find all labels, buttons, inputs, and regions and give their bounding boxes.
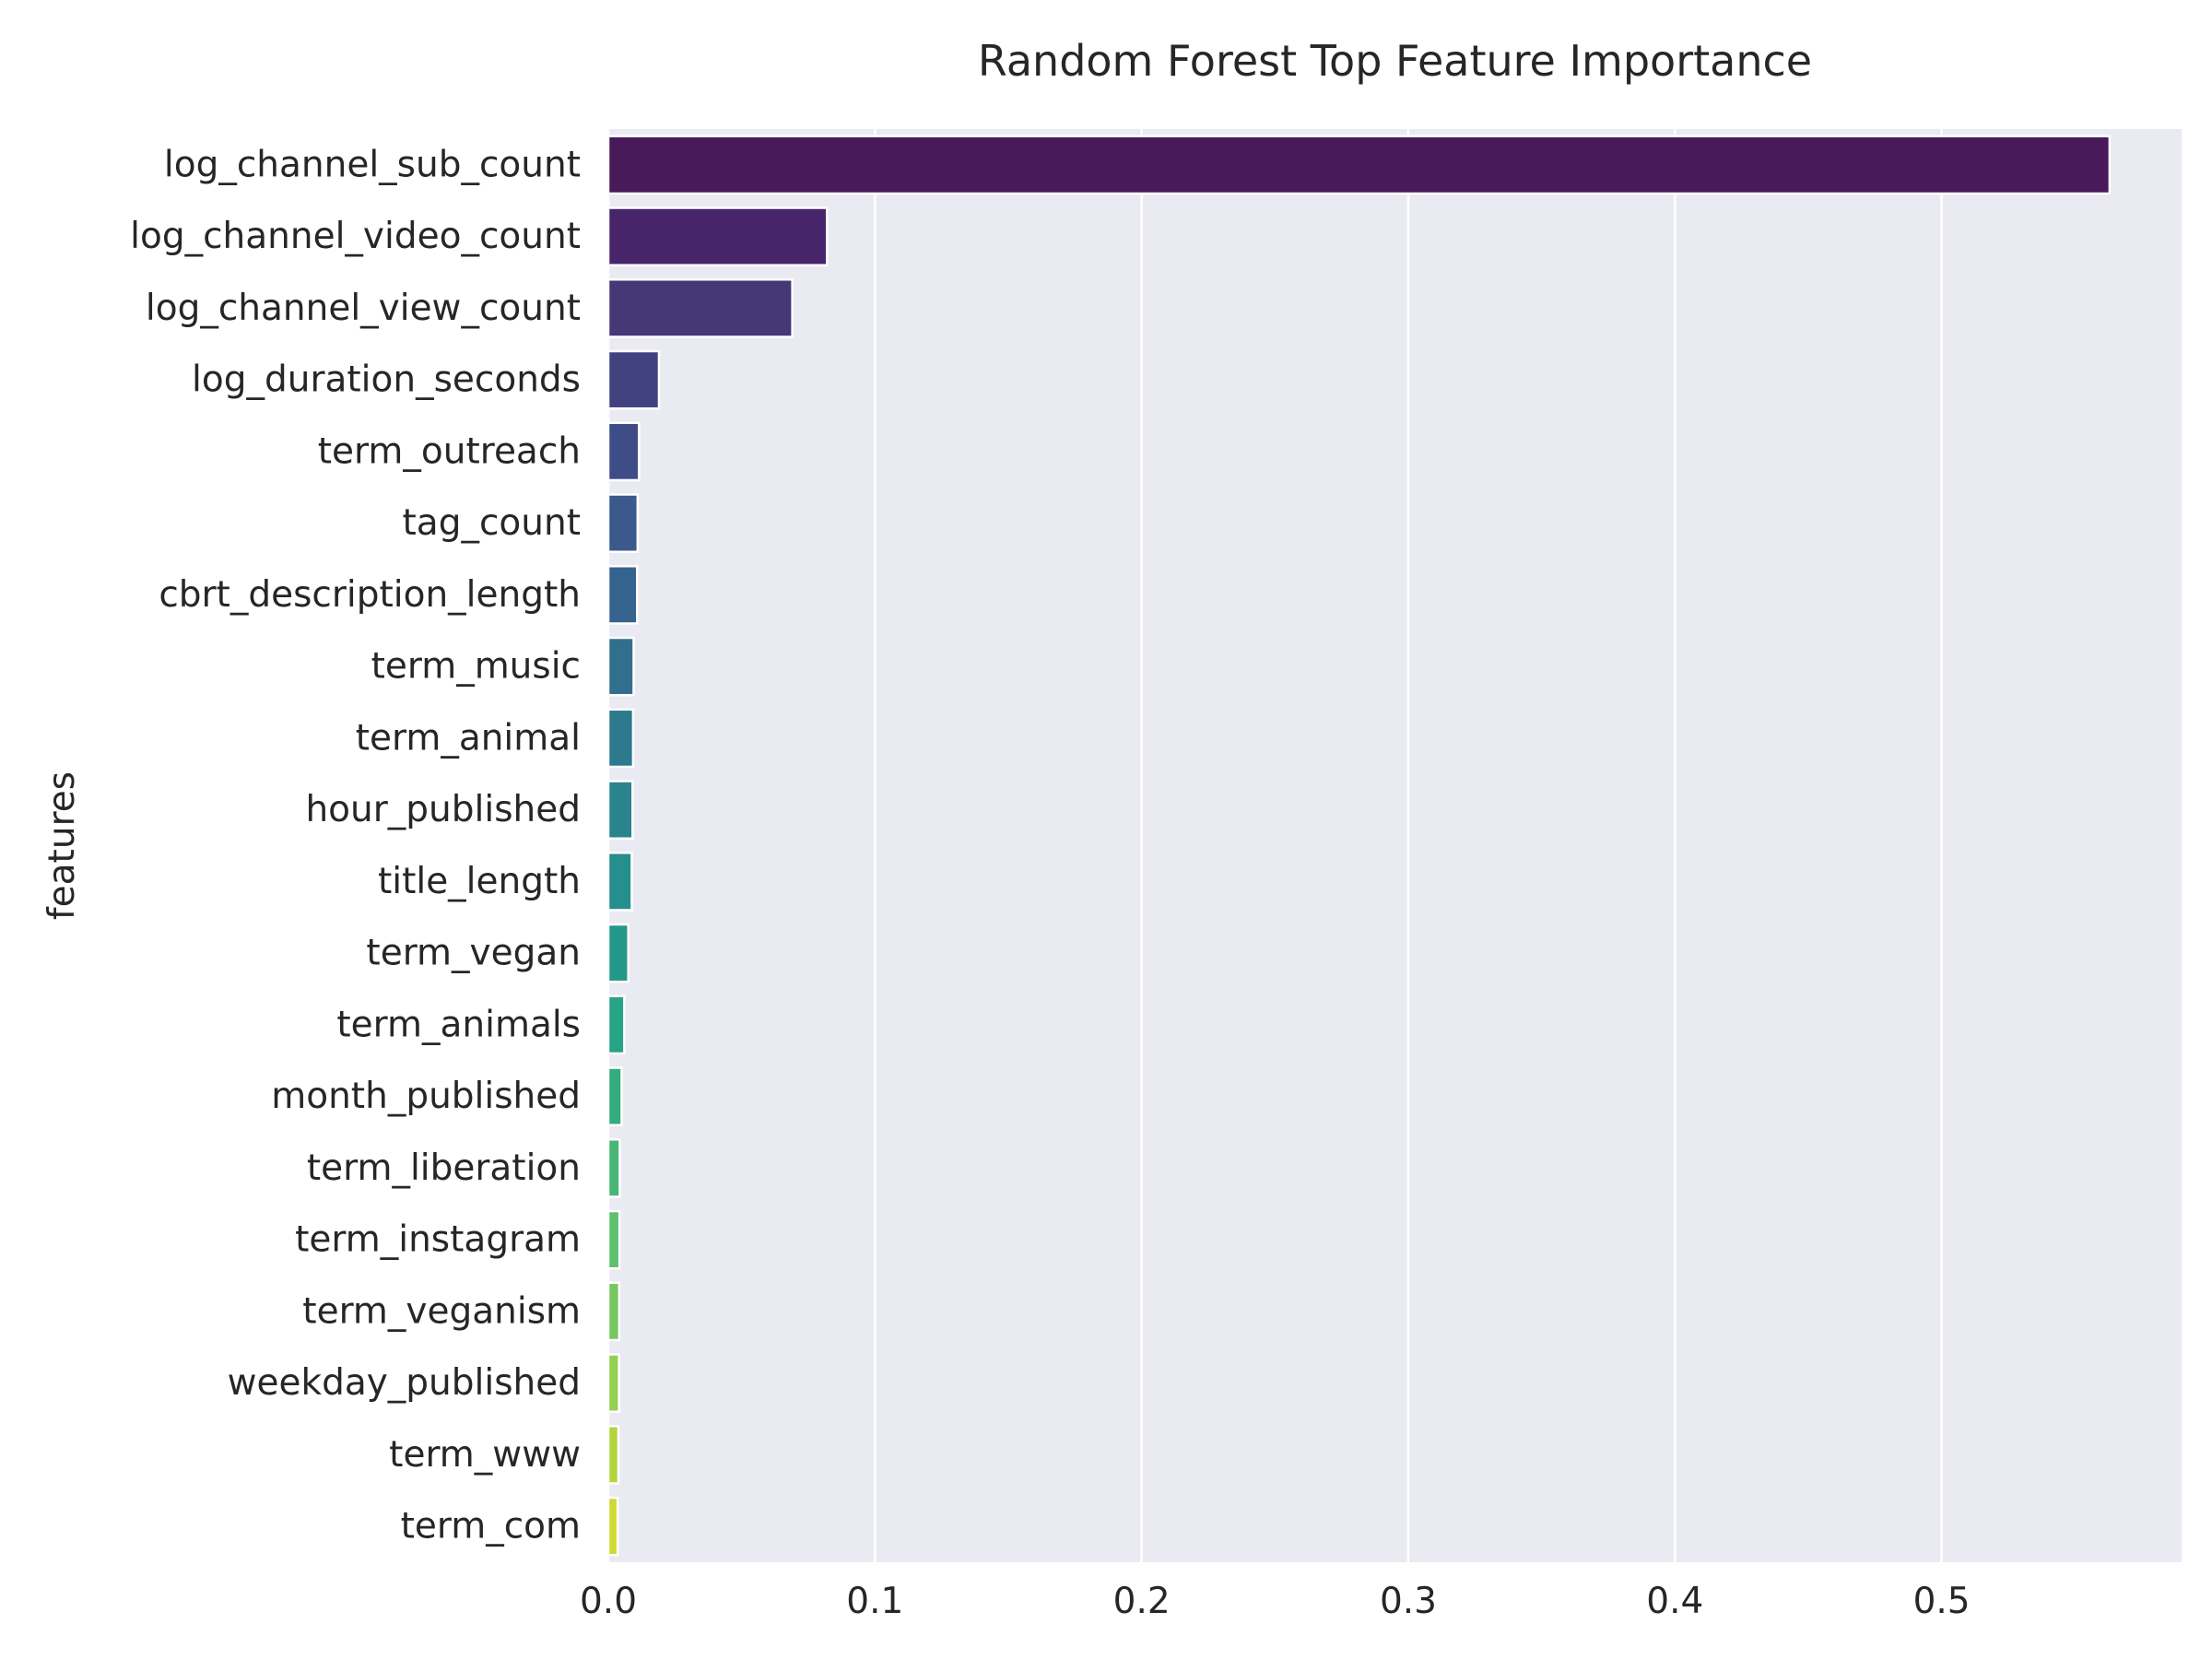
y-tick-label-hour-published: hour_published bbox=[305, 789, 581, 830]
y-tick-label-term-instagram: term_instagram bbox=[295, 1219, 581, 1261]
bar-cbrt-description-length bbox=[606, 565, 639, 625]
y-tick-label-term-music: term_music bbox=[371, 646, 581, 688]
y-tick-label-title-length: title_length bbox=[378, 861, 581, 902]
bar-month-published bbox=[606, 1066, 623, 1126]
bar-term-veganism bbox=[606, 1281, 621, 1342]
y-axis-label: features bbox=[41, 771, 83, 920]
y-tick-label-weekday-published: weekday_published bbox=[228, 1362, 581, 1404]
y-tick-label-cbrt-description-length: cbrt_description_length bbox=[159, 574, 581, 616]
y-tick-label-term-animals: term_animals bbox=[336, 1004, 581, 1045]
bar-term-com bbox=[606, 1496, 619, 1557]
x-tick-label-5: 0.5 bbox=[1913, 1581, 1971, 1622]
chart-title: Random Forest Top Feature Importance bbox=[978, 36, 1812, 86]
bar-log-channel-video-count bbox=[606, 206, 829, 266]
bar-term-www bbox=[606, 1425, 620, 1485]
x-tick-label-0: 0.0 bbox=[580, 1581, 637, 1622]
y-tick-label-term-outreach: term_outreach bbox=[318, 430, 581, 472]
y-tick-label-term-liberation: term_liberation bbox=[307, 1147, 581, 1189]
bar-title-length bbox=[606, 852, 633, 912]
y-tick-label-month-published: month_published bbox=[271, 1076, 581, 1117]
y-tick-label-term-veganism: term_veganism bbox=[302, 1290, 581, 1332]
bar-weekday-published bbox=[606, 1353, 620, 1413]
bar-term-liberation bbox=[606, 1138, 621, 1198]
bar-term-animals bbox=[606, 994, 626, 1055]
y-tick-label-log-channel-video-count: log_channel_video_count bbox=[130, 216, 581, 257]
x-tick-labels: 0.0 0.1 0.2 0.3 0.4 0.5 bbox=[580, 1581, 1971, 1622]
y-tick-label-tag-count: tag_count bbox=[403, 502, 581, 544]
bar-log-duration-seconds bbox=[606, 349, 661, 410]
bars bbox=[606, 135, 2112, 1557]
y-tick-label-log-duration-seconds: log_duration_seconds bbox=[192, 359, 581, 401]
x-tick-label-3: 0.3 bbox=[1380, 1581, 1437, 1622]
y-tick-label-log-channel-sub-count: log_channel_sub_count bbox=[164, 144, 581, 185]
y-tick-label-term-www: term_www bbox=[389, 1434, 581, 1476]
bar-term-instagram bbox=[606, 1209, 621, 1270]
bar-term-music bbox=[606, 636, 635, 697]
y-tick-label-term-com: term_com bbox=[401, 1506, 581, 1547]
bar-tag-count bbox=[606, 493, 640, 553]
plot-background bbox=[608, 129, 2182, 1562]
y-tick-labels: log_channel_sub_count log_channel_video_c… bbox=[130, 144, 581, 1547]
bar-log-channel-sub-count bbox=[606, 135, 2112, 195]
bar-hour-published bbox=[606, 780, 634, 840]
bar-term-vegan bbox=[606, 923, 629, 983]
bar-term-animal bbox=[606, 708, 635, 769]
bar-log-channel-view-count bbox=[606, 278, 794, 338]
x-tick-label-4: 0.4 bbox=[1646, 1581, 1703, 1622]
bar-term-outreach bbox=[606, 421, 641, 482]
y-tick-label-term-animal: term_animal bbox=[356, 717, 581, 759]
y-tick-label-log-channel-view-count: log_channel_view_count bbox=[146, 288, 581, 329]
y-tick-label-term-vegan: term_vegan bbox=[366, 933, 581, 974]
x-tick-label-1: 0.1 bbox=[846, 1581, 903, 1622]
x-tick-label-2: 0.2 bbox=[1113, 1581, 1171, 1622]
